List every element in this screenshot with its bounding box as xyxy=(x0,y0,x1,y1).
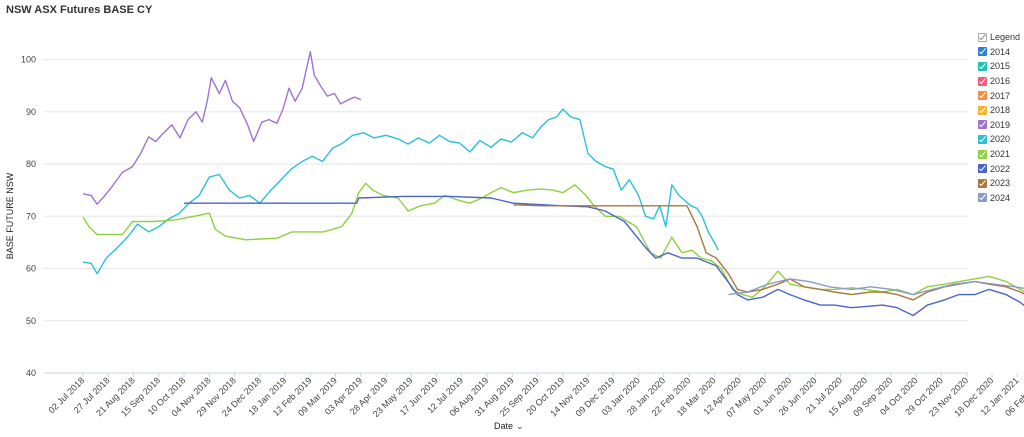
legend-item-2017[interactable]: 2017 xyxy=(978,88,1022,103)
checkbox-icon[interactable] xyxy=(978,120,987,130)
legend-item-label: 2021 xyxy=(990,149,1011,160)
legend-item-label: 2015 xyxy=(990,61,1011,72)
legend-item-label: 2018 xyxy=(990,105,1011,116)
y-tick-label: 90 xyxy=(26,107,36,117)
legend-item-label: 2017 xyxy=(990,90,1011,101)
series-line-2020[interactable] xyxy=(82,108,719,275)
y-tick-label: 100 xyxy=(21,55,36,65)
checkbox-icon[interactable] xyxy=(978,32,987,42)
y-axis: 40 50 60 70 80 90 100 xyxy=(21,55,36,379)
checkbox-icon[interactable] xyxy=(978,47,987,57)
legend-item-2019[interactable]: 2019 xyxy=(978,118,1022,133)
series-line-2021[interactable] xyxy=(82,182,1024,357)
checkbox-icon[interactable] xyxy=(978,134,987,144)
legend-item-2024[interactable]: 2024 xyxy=(978,191,1022,206)
checkbox-icon[interactable] xyxy=(978,164,987,174)
legend-item-label: 2014 xyxy=(990,46,1011,57)
series-line-2024[interactable] xyxy=(728,278,1024,313)
checkbox-icon[interactable] xyxy=(978,178,987,188)
checkbox-icon[interactable] xyxy=(978,193,987,203)
chart-title: NSW ASX Futures BASE CY xyxy=(6,4,153,16)
y-axis-title: BASE FUTURE NSW xyxy=(5,172,15,259)
x-axis-title-label: Date xyxy=(494,421,514,431)
plot-series xyxy=(82,51,1024,357)
x-axis-title[interactable]: Date ⌄ xyxy=(494,421,524,432)
y-tick-label: 60 xyxy=(26,264,36,274)
legend: Legend 2014 2015 2016 2017 2018 2019 2020 2021 2… xyxy=(978,30,1022,205)
legend-item-2016[interactable]: 2016 xyxy=(978,74,1022,89)
legend-item-label: 2016 xyxy=(990,76,1011,87)
series-line-2023[interactable] xyxy=(513,204,1024,326)
y-tick-label: 50 xyxy=(26,316,36,326)
series-line-2019[interactable] xyxy=(82,51,362,205)
y-tick-label: 70 xyxy=(26,211,36,221)
legend-item-2018[interactable]: 2018 xyxy=(978,103,1022,118)
legend-item-label: 2019 xyxy=(990,119,1011,130)
checkbox-icon[interactable] xyxy=(978,105,987,115)
legend-item-label: 2023 xyxy=(990,178,1011,189)
legend-title: Legend xyxy=(990,32,1021,43)
legend-item-label: 2022 xyxy=(990,163,1011,174)
series-line-2022[interactable] xyxy=(184,195,1024,336)
legend-item-2022[interactable]: 2022 xyxy=(978,161,1022,176)
legend-item-2023[interactable]: 2023 xyxy=(978,176,1022,191)
legend-item-label: 2024 xyxy=(990,192,1011,203)
legend-item-2015[interactable]: 2015 xyxy=(978,59,1022,74)
chevron-down-icon[interactable]: ⌄ xyxy=(516,421,524,431)
y-tick-label: 40 xyxy=(26,368,36,378)
legend-item-2021[interactable]: 2021 xyxy=(978,147,1022,162)
grid-lines xyxy=(44,59,968,374)
legend-toggle-all[interactable]: Legend xyxy=(978,30,1022,45)
checkbox-icon[interactable] xyxy=(978,76,987,86)
legend-item-2020[interactable]: 2020 xyxy=(978,132,1022,147)
y-tick-label: 80 xyxy=(26,159,36,169)
legend-item-label: 2020 xyxy=(990,134,1011,145)
checkbox-icon[interactable] xyxy=(978,91,987,101)
checkbox-icon[interactable] xyxy=(978,61,987,71)
checkbox-icon[interactable] xyxy=(978,149,987,159)
legend-item-2014[interactable]: 2014 xyxy=(978,45,1022,60)
